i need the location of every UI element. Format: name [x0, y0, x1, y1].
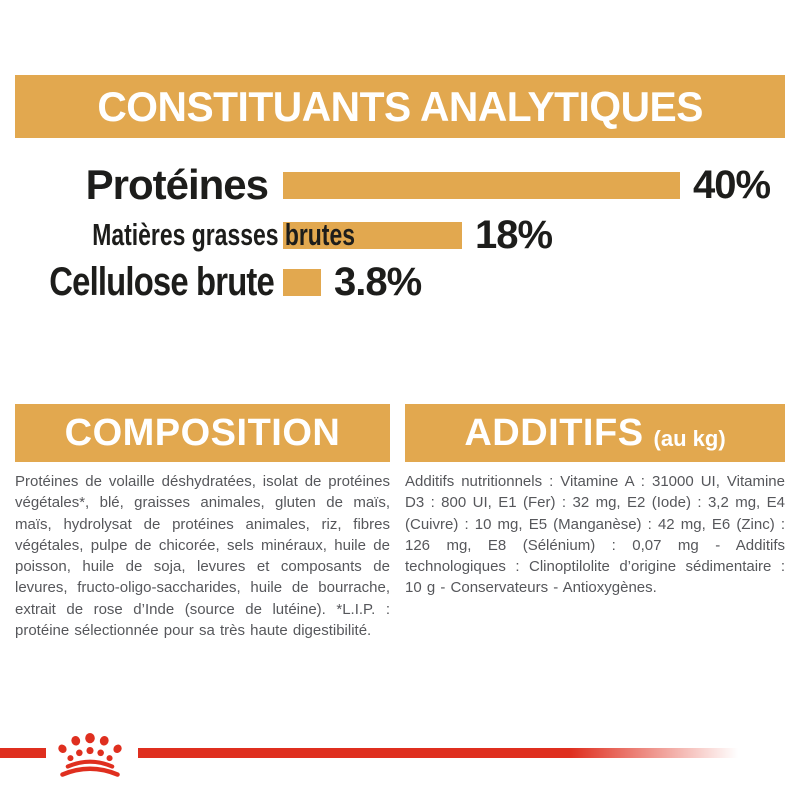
chart-row: Matières grasses brutes 18% — [0, 212, 553, 258]
chart-bar — [283, 221, 462, 249]
chart-bar — [283, 171, 680, 199]
footer-divider-left — [0, 748, 46, 758]
chart-row-label: Cellulose brute — [49, 259, 274, 304]
chart-row-label: Protéines — [85, 161, 269, 208]
chart-bar — [283, 268, 321, 296]
additifs-unit-label: (au kg) — [653, 426, 726, 451]
banner-title: CONSTITUANTS ANALYTIQUES — [97, 82, 703, 130]
chart-value-label: 40% — [693, 162, 771, 207]
chart-row: Cellulose brute 3.8% — [0, 259, 422, 305]
composition-header: COMPOSITION — [15, 404, 390, 462]
additifs-body: Additifs nutritionnels : Vitamine A : 31… — [405, 473, 785, 597]
additifs-title: ADDITIFS — [464, 411, 644, 454]
additifs-section: ADDITIFS (au kg) Additifs nutritionnels … — [405, 404, 785, 599]
composition-body: Protéines de volaille déshydratées, isol… — [15, 473, 390, 640]
additifs-header: ADDITIFS (au kg) — [405, 404, 785, 462]
composition-section: COMPOSITION Protéines de volaille déshyd… — [15, 404, 390, 641]
analytical-constituents-banner: CONSTITUANTS ANALYTIQUES — [15, 75, 785, 138]
royal-canin-crown-icon — [58, 732, 122, 777]
chart-row: Protéines 40% — [0, 161, 771, 208]
chart-row-label: Matières grasses brutes — [92, 217, 355, 252]
composition-title: COMPOSITION — [64, 411, 341, 454]
footer-divider-right — [138, 748, 738, 758]
chart-value-label: 3.8% — [334, 259, 422, 304]
chart-value-label: 18% — [475, 212, 553, 257]
